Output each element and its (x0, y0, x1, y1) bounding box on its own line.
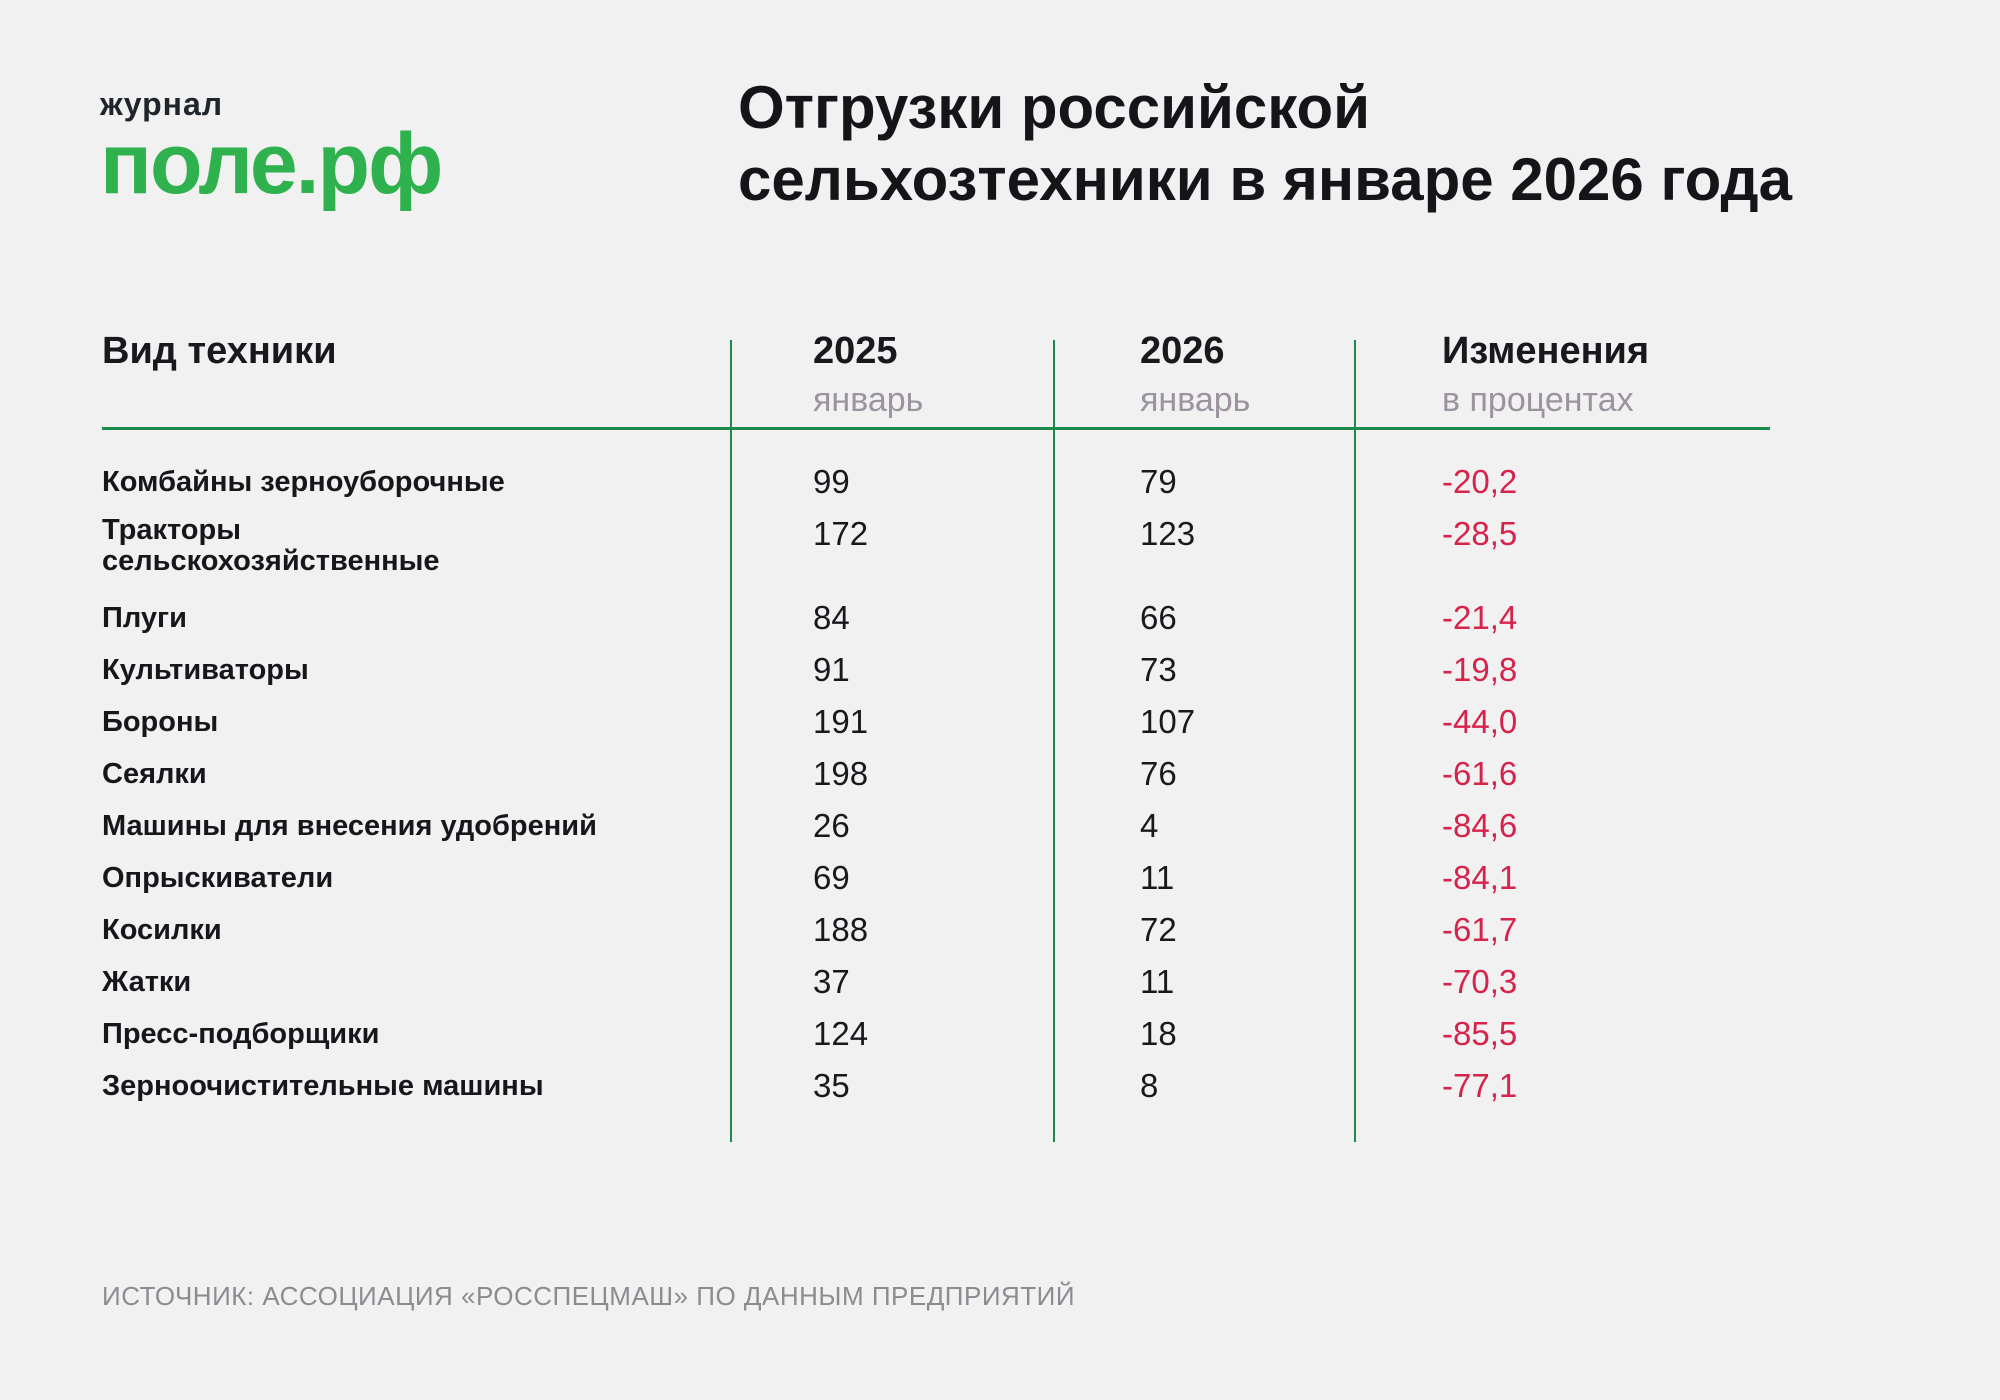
row-change-percent: -28,5 (1442, 515, 1518, 552)
row-value-2026: 4 (1140, 807, 1159, 844)
row-change-percent: -70,3 (1442, 963, 1518, 1000)
header-2026-year: 2026 (1140, 330, 1225, 372)
logo-journal-label: журнал (100, 86, 224, 122)
row-value-2025: 124 (813, 1015, 869, 1052)
row-label: Тракторы сельскохозяйственные (102, 514, 440, 577)
page-title-line2: сельхозтехники в январе 2026 года (738, 146, 1792, 213)
logo-pole-rf: поле.рф (100, 116, 443, 212)
row-label: Пресс-подборщики (102, 1017, 380, 1050)
row-value-2026: 66 (1140, 599, 1177, 636)
table-header: Вид техники 2025 январь 2026 январь Изме… (102, 330, 1790, 418)
row-label: Плуги (102, 601, 187, 634)
table-row: Культиваторы 91 73 -19,8 (102, 644, 1790, 696)
row-label: Опрыскиватели (102, 861, 334, 894)
row-value-2025: 188 (813, 911, 869, 948)
page-title: Отгрузки российской сельхозтехники в янв… (738, 72, 1792, 216)
column-divider-3 (1354, 340, 1356, 1142)
row-label: Культиваторы (102, 653, 309, 686)
header-machinery-type-label: Вид техники (102, 330, 337, 372)
table-row: Машины для внесения удобрений 26 4 -84,6 (102, 800, 1790, 852)
table-row: Плуги 84 66 -21,4 (102, 592, 1790, 644)
header-change-sub: в процентах (1442, 381, 1634, 419)
column-divider-2 (1053, 340, 1055, 1142)
row-value-2026: 76 (1140, 755, 1177, 792)
row-change-percent: -61,7 (1442, 911, 1518, 948)
table-row: Бороны 191 107 -44,0 (102, 696, 1790, 748)
row-value-2025: 91 (813, 651, 850, 688)
header-2025-year: 2025 (813, 330, 898, 372)
header-divider-line (102, 427, 1770, 430)
row-value-2026: 8 (1140, 1067, 1159, 1104)
table-row: Жатки 37 11 -70,3 (102, 956, 1790, 1008)
row-label: Машины для внесения удобрений (102, 809, 597, 842)
row-change-percent: -20,2 (1442, 463, 1518, 500)
table-row: Сеялки 198 76 -61,6 (102, 748, 1790, 800)
header-2026: 2026 январь (1053, 330, 1354, 418)
header-change: Изменения в процентах (1354, 330, 1790, 418)
row-value-2026: 11 (1140, 859, 1175, 896)
row-value-2026: 11 (1140, 963, 1175, 1000)
header-2026-month: январь (1140, 381, 1251, 419)
row-value-2026: 123 (1140, 515, 1196, 552)
table-row: Тракторы сельскохозяйственные 172 123 -2… (102, 508, 1790, 592)
table-row: Косилки 188 72 -61,7 (102, 904, 1790, 956)
table-row: Комбайны зерноуборочные 99 79 -20,2 (102, 456, 1790, 508)
table-row: Опрыскиватели 69 11 -84,1 (102, 852, 1790, 904)
row-change-percent: -44,0 (1442, 703, 1518, 740)
row-value-2025: 35 (813, 1067, 850, 1104)
row-label: Косилки (102, 913, 222, 946)
row-value-2026: 107 (1140, 703, 1196, 740)
row-label: Жатки (102, 965, 192, 998)
row-value-2025: 69 (813, 859, 850, 896)
row-value-2026: 73 (1140, 651, 1177, 688)
row-value-2026: 18 (1140, 1015, 1177, 1052)
row-value-2025: 172 (813, 515, 869, 552)
row-label: Зерноочистительные машины (102, 1069, 544, 1102)
row-change-percent: -61,6 (1442, 755, 1518, 792)
table-body: Комбайны зерноуборочные 99 79 -20,2 Трак… (102, 428, 1790, 1112)
row-value-2025: 198 (813, 755, 869, 792)
publisher-logo: журнал поле.рф (100, 86, 443, 212)
row-value-2026: 79 (1140, 463, 1177, 500)
row-change-percent: -19,8 (1442, 651, 1518, 688)
row-value-2025: 26 (813, 807, 850, 844)
table-row: Пресс-подборщики 124 18 -85,5 (102, 1008, 1790, 1060)
row-change-percent: -77,1 (1442, 1067, 1518, 1104)
row-change-percent: -84,6 (1442, 807, 1518, 844)
page-title-line1: Отгрузки российской (738, 74, 1371, 141)
row-value-2026: 72 (1140, 911, 1177, 948)
row-label: Бороны (102, 705, 219, 738)
row-value-2025: 191 (813, 703, 869, 740)
header-2025: 2025 январь (730, 330, 1053, 418)
row-label: Сеялки (102, 757, 207, 790)
header-2025-month: январь (813, 381, 924, 419)
row-label: Комбайны зерноуборочные (102, 465, 505, 498)
row-change-percent: -21,4 (1442, 599, 1518, 636)
row-value-2025: 99 (813, 463, 850, 500)
source-attribution: ИСТОЧНИК: АССОЦИАЦИЯ «РОССПЕЦМАШ» ПО ДАН… (102, 1281, 1076, 1311)
column-divider-1 (730, 340, 732, 1142)
row-change-percent: -85,5 (1442, 1015, 1518, 1052)
header-change-label: Изменения (1442, 330, 1650, 372)
row-value-2025: 37 (813, 963, 850, 1000)
table-row: Зерноочистительные машины 35 8 -77,1 (102, 1060, 1790, 1112)
row-change-percent: -84,1 (1442, 859, 1518, 896)
row-value-2025: 84 (813, 599, 850, 636)
header-machinery-type: Вид техники (102, 330, 730, 418)
